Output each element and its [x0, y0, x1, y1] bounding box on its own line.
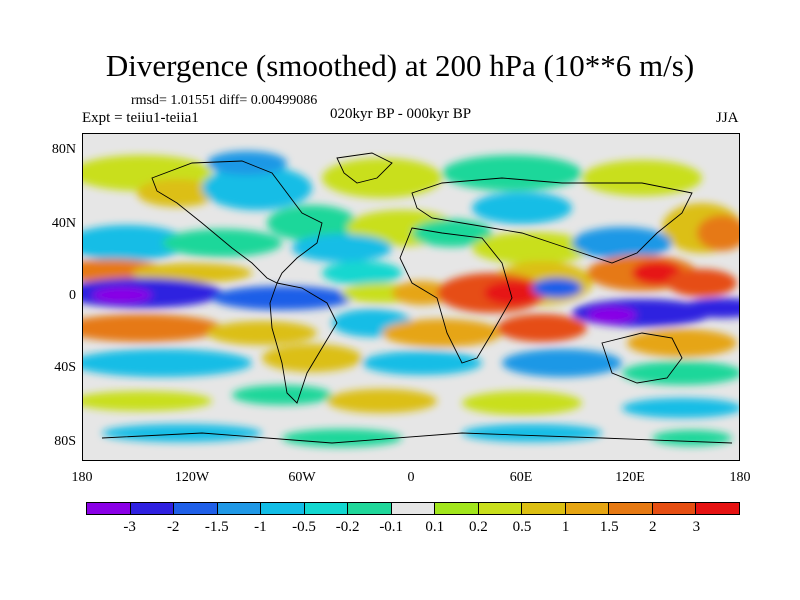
lon-label-120w: 120W [174, 470, 210, 485]
colorbar-swatch [478, 503, 523, 514]
colorbar-swatch [174, 503, 218, 514]
colorbar-label: -1.5 [204, 519, 229, 535]
divergence-map [82, 133, 740, 461]
stats-line: rmsd= 1.01551 diff= 0.00499086 [131, 93, 318, 108]
colorbar-label: 0.5 [512, 519, 532, 535]
colorbar-label: -2 [166, 519, 180, 535]
colorbar-swatch [348, 503, 392, 514]
colorbar-swatch [217, 503, 262, 514]
colorbar-label: 1 [561, 519, 570, 535]
colorbar-label: -0.1 [379, 519, 404, 535]
colorbar-label: -3 [123, 519, 136, 535]
lat-label-40n: 40N [51, 216, 76, 231]
lon-label-180w: 180 [71, 470, 93, 485]
colorbar-label: 0.1 [425, 519, 445, 535]
colorbar-swatch [391, 503, 436, 514]
lon-label-120e: 120E [615, 470, 645, 485]
lat-label-80n: 80N [51, 142, 76, 157]
lat-label-40s: 40S [54, 360, 76, 375]
colorbar-swatch [130, 503, 175, 514]
lat-label-0: 0 [69, 288, 76, 303]
map-frame [82, 133, 740, 461]
season-label: JJA [716, 110, 739, 126]
colorbar-swatch [261, 503, 305, 514]
colorbar-label: 0.2 [469, 519, 488, 535]
colorbar-label: -1 [254, 519, 267, 535]
colorbar-label: 1.5 [599, 519, 619, 535]
colorbar-label: 3 [692, 519, 701, 535]
colorbar-swatch [652, 503, 697, 514]
colorbar-label: -0.5 [292, 519, 316, 535]
lon-label-60e: 60E [509, 470, 533, 485]
lon-label-180e: 180 [729, 470, 751, 485]
lat-label-80s: 80S [54, 434, 76, 449]
colorbar-swatch [87, 503, 131, 514]
colorbar-label: 2 [649, 519, 657, 535]
colorbar-swatch [609, 503, 653, 514]
experiment-label: Expt = teiiu1-teiia1 [82, 110, 199, 126]
coastlines [101, 152, 733, 444]
plot-title: Divergence (smoothed) at 200 hPa (10**6 … [105, 48, 695, 83]
divergence-field [82, 151, 740, 447]
colorbar-swatch [696, 503, 739, 514]
colorbar-label: -0.2 [335, 519, 360, 535]
colorbar-swatch [304, 503, 349, 514]
colorbar [86, 502, 740, 515]
colorbar-swatch [522, 503, 566, 514]
lon-label-60w: 60W [288, 470, 316, 485]
period-label: 020kyr BP - 000kyr BP [330, 106, 472, 122]
colorbar-swatch [435, 503, 479, 514]
lon-label-0: 0 [407, 470, 415, 485]
colorbar-swatch [565, 503, 610, 514]
